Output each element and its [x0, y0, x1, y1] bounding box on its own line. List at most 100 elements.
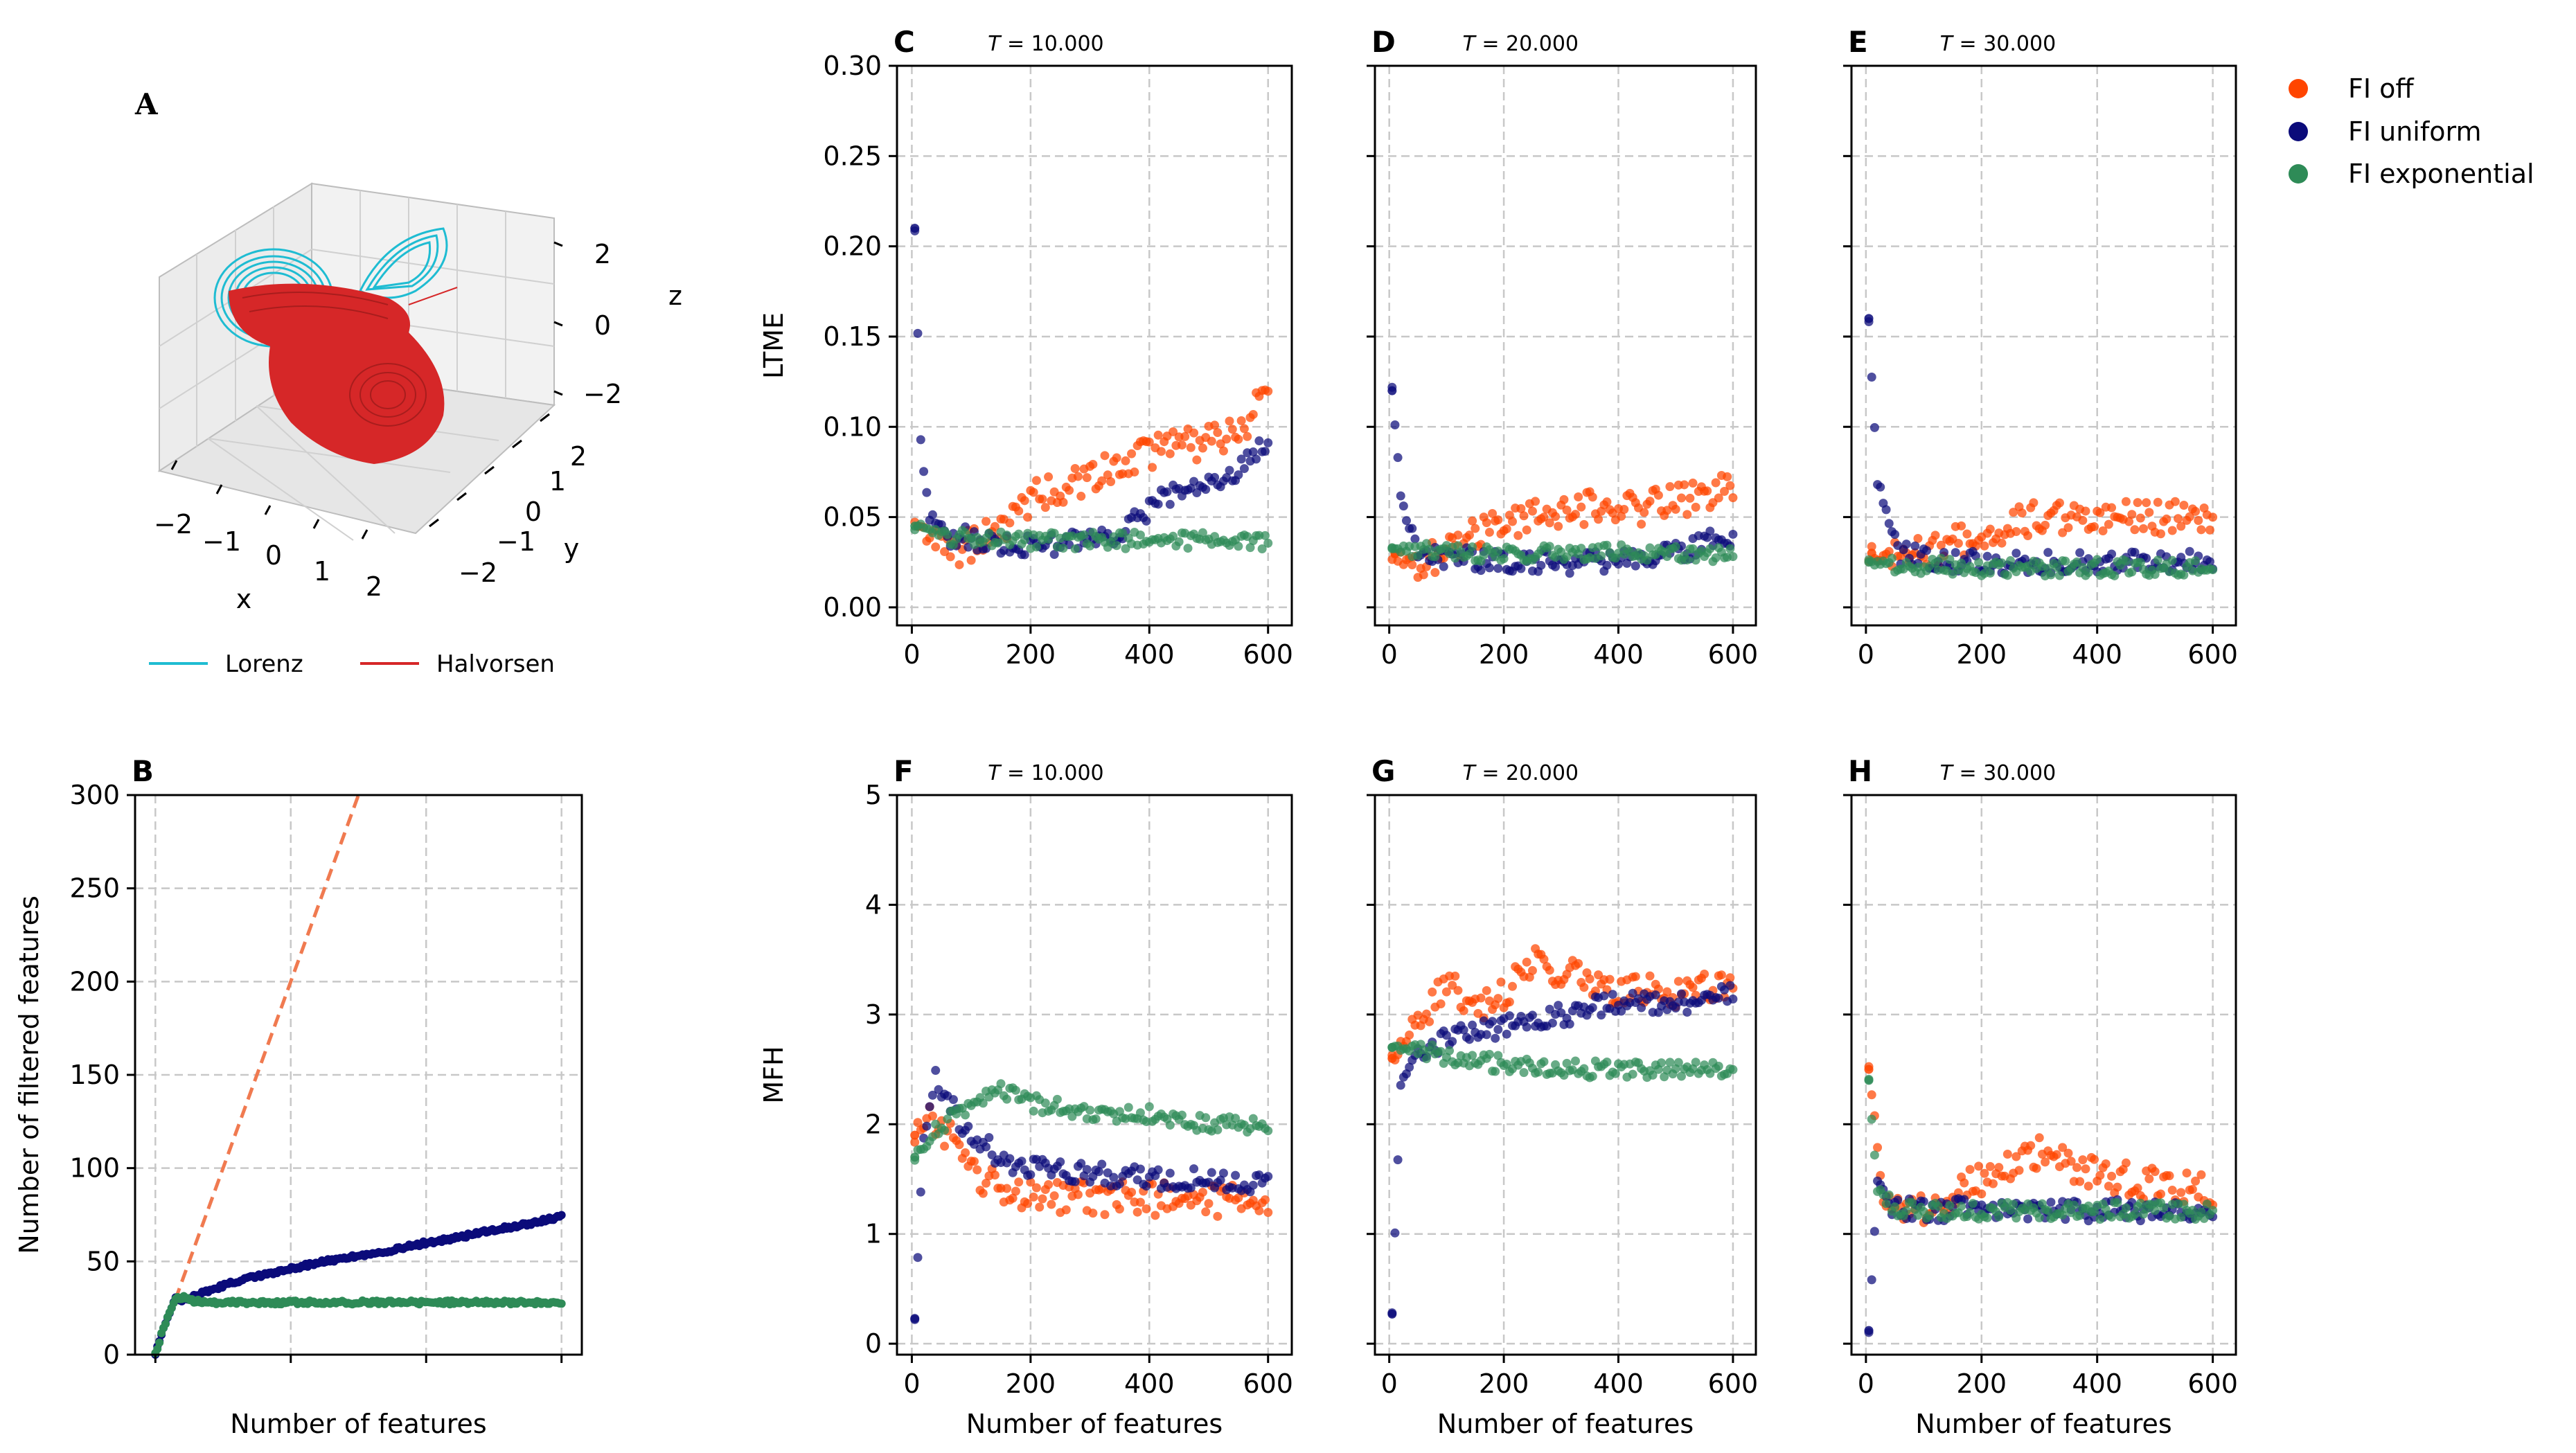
data-point	[1619, 505, 1629, 515]
data-point	[1390, 420, 1400, 429]
y-tick-label: 0.20	[823, 231, 882, 262]
data-point	[1198, 1187, 1207, 1197]
data-point	[1448, 981, 1457, 990]
series-fi-exponential	[1387, 1040, 1738, 1082]
data-point	[1665, 482, 1675, 492]
x-tick-label: 600	[1708, 1369, 1759, 1399]
data-point	[1014, 529, 1024, 539]
data-point	[1893, 1195, 1903, 1205]
data-point	[2043, 1206, 2053, 1215]
data-point	[1640, 508, 1649, 517]
data-point	[931, 1066, 941, 1076]
data-point	[2130, 525, 2140, 535]
data-point	[2205, 525, 2214, 535]
data-point	[2009, 508, 2018, 517]
data-point	[1073, 1190, 1083, 1200]
x-axis-label: Number of features	[1915, 1409, 2171, 1439]
data-point	[1227, 425, 1237, 434]
data-point	[940, 547, 950, 557]
data-point	[2041, 1157, 2050, 1167]
data-point	[2176, 1213, 2186, 1222]
data-point	[1527, 506, 1537, 516]
data-point	[1263, 1208, 1273, 1218]
data-point	[1177, 440, 1187, 450]
data-point	[1980, 1168, 1989, 1178]
data-point	[1436, 999, 1446, 1009]
data-point	[1599, 991, 1609, 1001]
data-point	[2121, 1203, 2131, 1213]
data-point	[1691, 555, 1700, 565]
data-point	[910, 1152, 920, 1162]
data-point	[1482, 518, 1491, 528]
data-point	[1468, 516, 1477, 526]
panel-h-chart: 0 200 400 600 H T = 30.000 Number of features	[1843, 754, 2238, 1439]
data-point	[2002, 1150, 2012, 1159]
data-point	[1410, 534, 1420, 544]
data-point	[1628, 988, 1637, 998]
data-point	[2034, 1213, 2044, 1222]
panel-e-chart: 0 200 400 600 E T = 30.000	[1843, 25, 2238, 670]
x-tick-label: 200	[1957, 1369, 2007, 1399]
data-point	[2113, 1182, 2122, 1192]
series-fi-exponential	[910, 1079, 1273, 1165]
data-point	[1945, 1201, 1955, 1211]
data-point	[916, 435, 925, 445]
data-point	[1579, 983, 1589, 992]
series-fi-exponential	[1864, 553, 2218, 581]
y-tick-label: −2	[459, 558, 497, 588]
data-point	[1165, 1168, 1175, 1178]
data-point	[1088, 1209, 1098, 1218]
data-point	[1725, 981, 1735, 990]
axes-frame	[1850, 794, 2237, 1356]
data-point	[1642, 555, 1652, 565]
series-fi-exponential	[1864, 1074, 2218, 1224]
data-point	[1547, 1018, 1557, 1028]
data-point	[969, 1157, 979, 1166]
x-tick-label: 0	[265, 540, 282, 571]
data-point	[1239, 464, 1249, 474]
data-point	[1602, 1058, 1612, 1067]
data-point	[1031, 1183, 1041, 1193]
data-point	[1725, 973, 1735, 983]
data-point	[1605, 974, 1615, 984]
data-point	[1565, 1019, 1574, 1029]
lorenz-legend-label: Lorenz	[225, 650, 303, 678]
data-point	[1645, 971, 1655, 981]
data-point	[1132, 1207, 1142, 1217]
data-point	[1097, 1159, 1107, 1169]
data-point	[1459, 1006, 1468, 1015]
data-point	[1562, 1058, 1572, 1068]
data-point	[1035, 1202, 1045, 1212]
data-point	[1884, 546, 1894, 556]
data-point	[1387, 1053, 1397, 1063]
data-point	[1419, 570, 1428, 580]
data-point	[1482, 1030, 1491, 1040]
data-point	[2095, 1215, 2105, 1224]
data-point	[2182, 1168, 2192, 1178]
data-point	[961, 1148, 970, 1158]
data-point	[1682, 1008, 1692, 1017]
data-point	[1700, 969, 1709, 979]
data-point	[1960, 1195, 1969, 1204]
data-point	[1263, 538, 1273, 548]
data-point	[2130, 1209, 2140, 1219]
data-point	[1576, 502, 1586, 512]
panel-b-chart: 0 50 100 150 200 250 300 B Number of features Num…	[14, 754, 583, 1439]
data-point	[1910, 541, 1920, 551]
x-tick-label: 200	[1006, 1369, 1056, 1399]
data-point	[1491, 1067, 1500, 1076]
data-point	[2162, 514, 2171, 524]
panel-c-chart: 0 200 400 600 0.00 0.05 0.10 0.15 0.20 0.25 0.30 C T…	[758, 25, 1293, 670]
data-point	[2135, 513, 2145, 523]
data-point	[1029, 488, 1038, 497]
x-tick-label: 600	[1708, 639, 1759, 670]
data-point	[2054, 571, 2064, 580]
data-point	[1680, 480, 1689, 490]
data-point	[1014, 506, 1024, 516]
data-point	[2052, 562, 2061, 572]
y-tick-label: 0.30	[823, 51, 882, 81]
data-point	[1728, 1064, 1738, 1074]
subplot-title: T = 10.000	[988, 761, 1104, 785]
data-point	[2084, 568, 2093, 578]
data-point	[1977, 1189, 1987, 1199]
